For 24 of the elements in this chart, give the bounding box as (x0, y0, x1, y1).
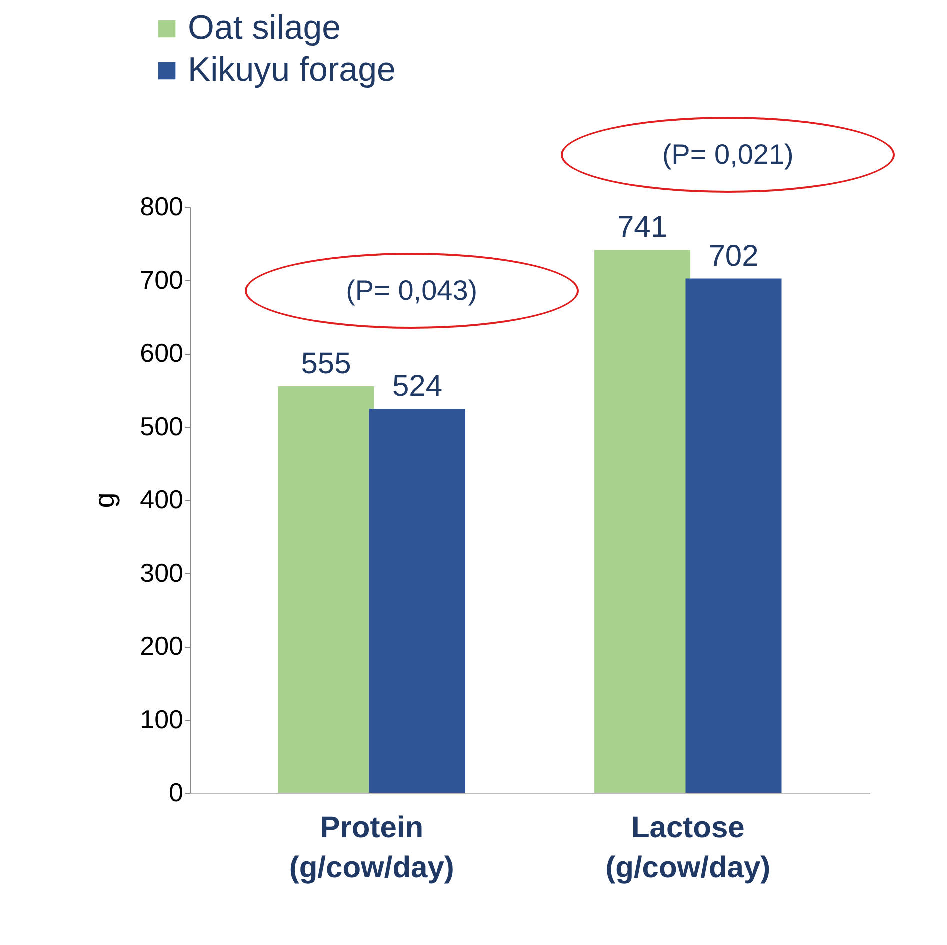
legend-label: Oat silage (188, 9, 342, 47)
text: (P= 0,021) (662, 139, 794, 172)
y-tick-label: 700 (140, 264, 184, 295)
bar (594, 250, 691, 793)
y-tick-label: 600 (140, 338, 184, 368)
data-label: 741 (617, 211, 668, 244)
annotation: (P= 0,043) (346, 275, 478, 308)
data-label: 702 (708, 240, 759, 273)
y-tick-label: 400 (140, 484, 184, 514)
y-tick-label: 800 (140, 192, 184, 222)
y-tick-label: 100 (140, 704, 184, 734)
data-label: 524 (392, 370, 443, 404)
bar (686, 278, 782, 793)
y-tick-label: 300 (140, 558, 184, 588)
x-tick-label: Lactose (g/cow/day) (606, 812, 771, 884)
bar (278, 386, 374, 793)
y-axis-title: g (89, 492, 120, 508)
x-tick-label: Protein (g/cow/day) (289, 812, 454, 884)
y-tick-label: 500 (140, 411, 184, 442)
y-tick-label: 200 (140, 631, 184, 661)
legend-label: Kikuyu forage (188, 51, 396, 89)
bar (369, 409, 466, 793)
y-tick-label: 0 (169, 778, 184, 808)
data-label: 555 (301, 347, 352, 380)
